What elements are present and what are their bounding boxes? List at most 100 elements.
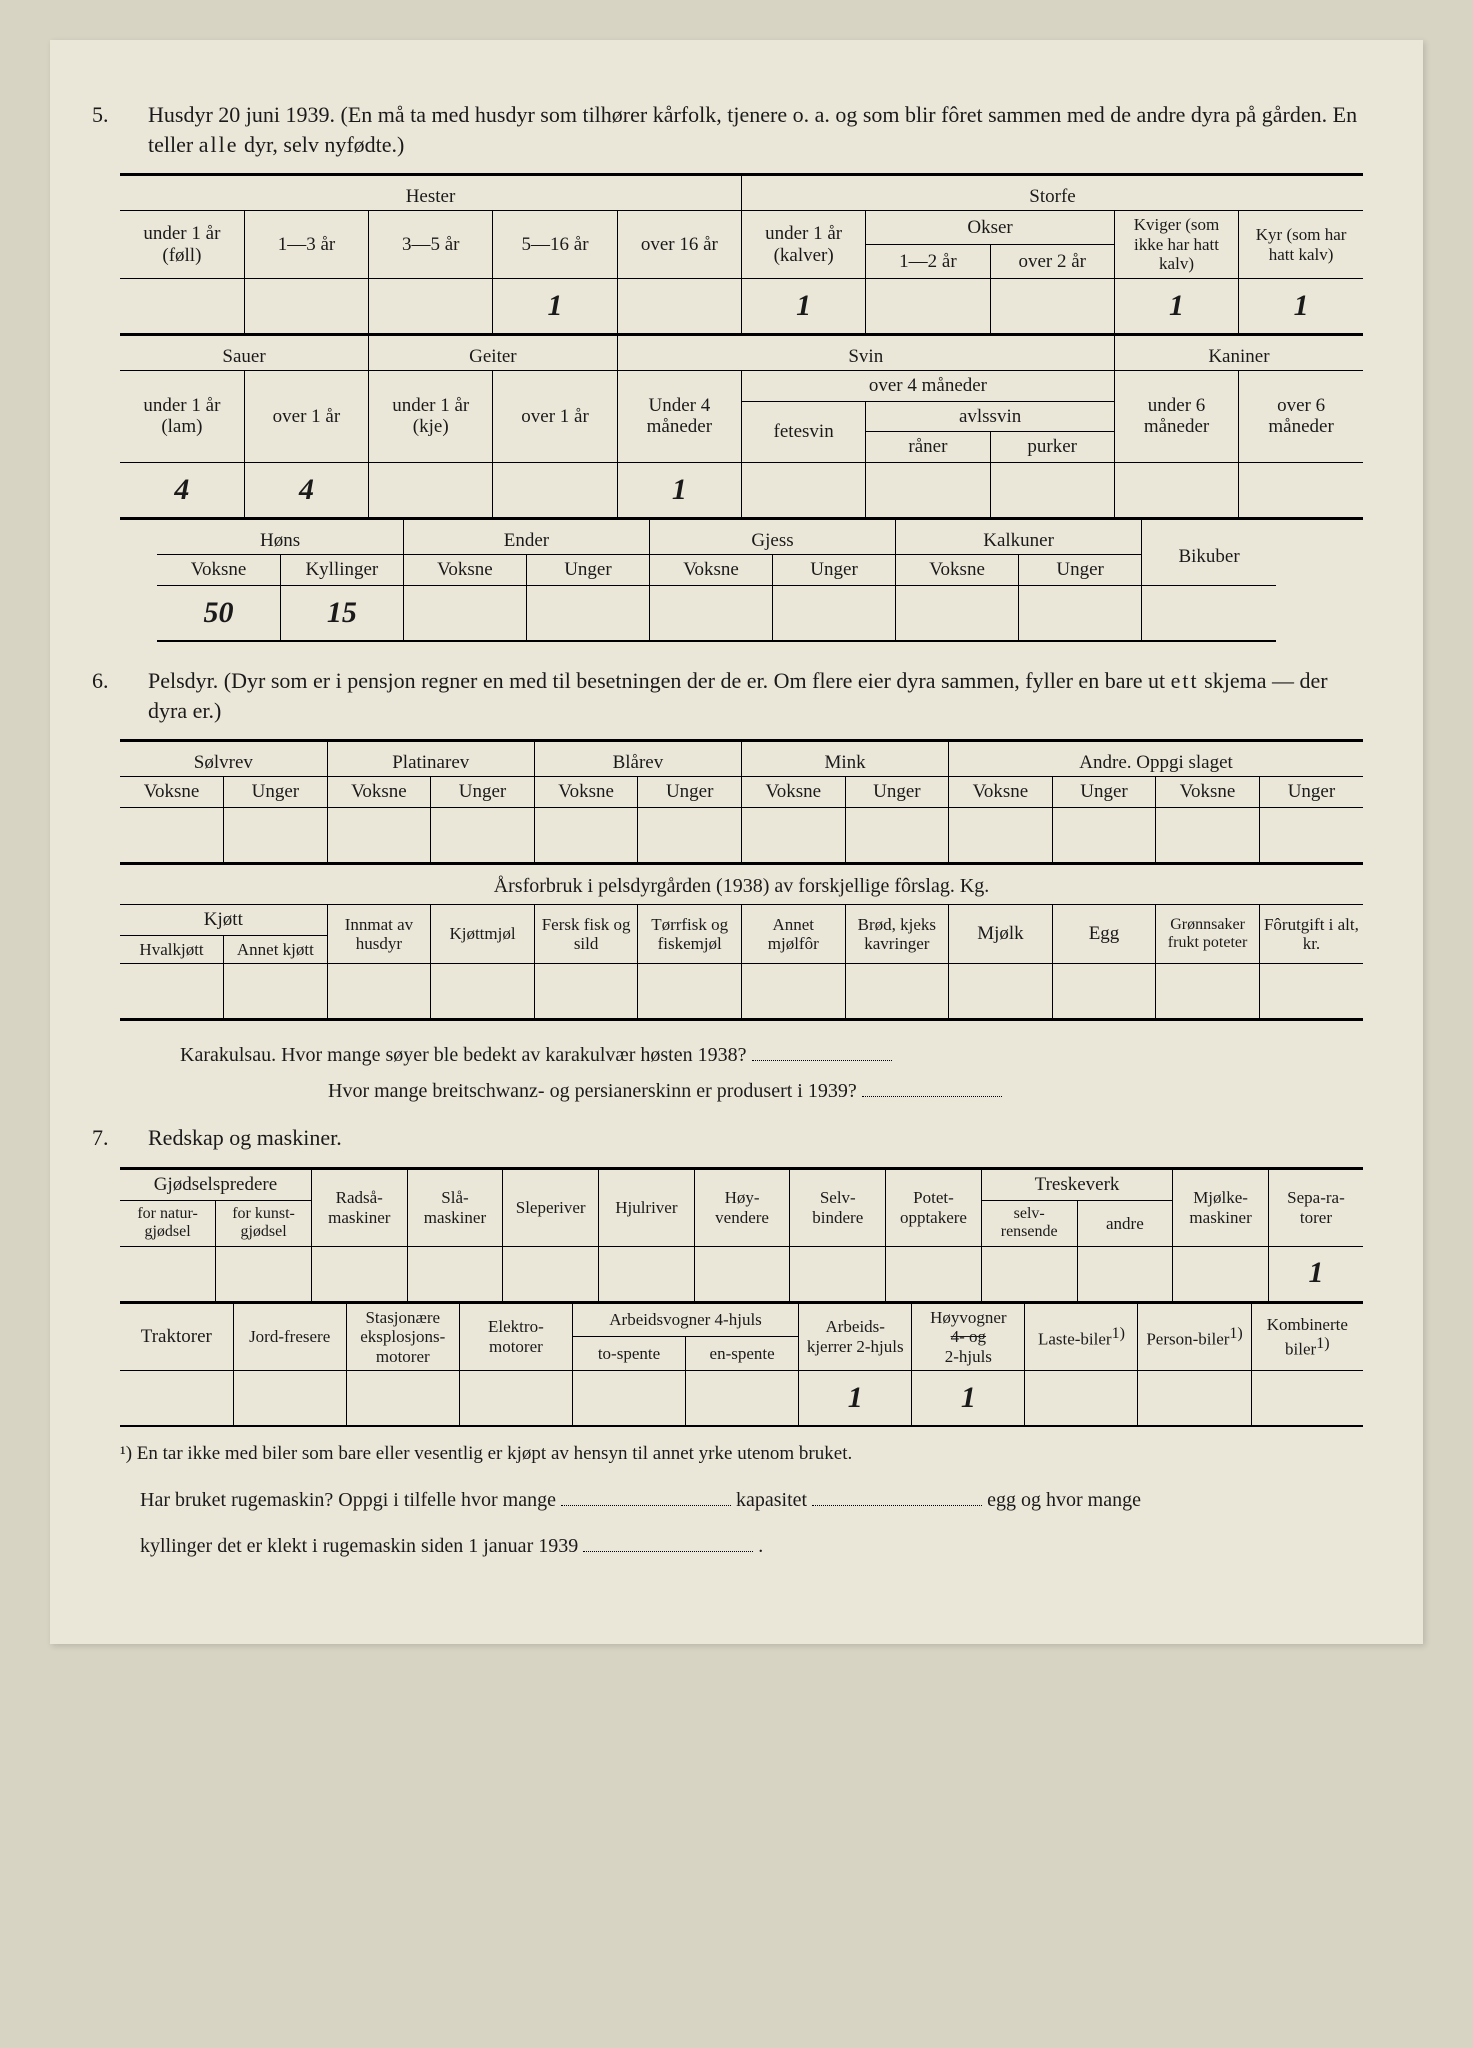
val-kyr[interactable]: 1 — [1239, 278, 1363, 334]
hdr-gjess-unger: Unger — [773, 555, 896, 586]
val-over16[interactable] — [617, 278, 741, 334]
val-over1b[interactable] — [493, 463, 617, 519]
val-person[interactable] — [1138, 1371, 1251, 1427]
footq-blank3[interactable] — [583, 1533, 753, 1552]
val-natur[interactable] — [120, 1246, 216, 1302]
val-5-16[interactable]: 1 — [493, 278, 617, 334]
val-tresk-sr[interactable] — [981, 1246, 1077, 1302]
val-brod[interactable] — [845, 964, 949, 1020]
val-kjmjol[interactable] — [431, 964, 535, 1020]
hdr-innmat: Innmat av husdyr — [327, 904, 431, 963]
val-mu[interactable] — [845, 807, 949, 863]
val-a2u[interactable] — [1259, 807, 1363, 863]
hdr-under4: Under 4 måneder — [617, 370, 741, 463]
val-ender-u[interactable] — [526, 585, 649, 641]
val-okser2[interactable] — [990, 278, 1114, 334]
footq-blank2[interactable] — [812, 1487, 982, 1506]
hdr-pu: Unger — [431, 777, 535, 808]
karakul-blank1[interactable] — [752, 1042, 892, 1061]
val-fetesvin[interactable] — [741, 463, 865, 519]
val-kyll[interactable]: 15 — [280, 585, 403, 641]
hdr-mjolke: Mjølke-maskiner — [1173, 1169, 1269, 1247]
val-to[interactable] — [572, 1371, 685, 1427]
val-annetk[interactable] — [224, 964, 328, 1020]
val-over6[interactable] — [1239, 463, 1363, 519]
val-3-5[interactable] — [369, 278, 493, 334]
val-potet[interactable] — [886, 1246, 982, 1302]
val-hoyv[interactable]: 1 — [912, 1371, 1025, 1427]
karakul-blank2[interactable] — [862, 1078, 1002, 1097]
val-kjerrer[interactable]: 1 — [799, 1371, 912, 1427]
val-lam[interactable]: 4 — [120, 463, 244, 519]
hdr-kjott: Kjøtt — [120, 904, 327, 935]
footq-blank1[interactable] — [561, 1487, 731, 1506]
q5-num: 5. — [120, 100, 148, 130]
val-kunst[interactable] — [216, 1246, 312, 1302]
hdr-treskeverk: Treskeverk — [981, 1169, 1172, 1201]
val-gronn[interactable] — [1156, 964, 1260, 1020]
val-a2v[interactable] — [1156, 807, 1260, 863]
val-foll[interactable] — [120, 278, 244, 334]
val-under4[interactable]: 1 — [617, 463, 741, 519]
val-mv[interactable] — [741, 807, 845, 863]
val-kalk-u[interactable] — [1019, 585, 1142, 641]
val-pu[interactable] — [431, 807, 535, 863]
val-bu[interactable] — [638, 807, 742, 863]
val-under6[interactable] — [1114, 463, 1238, 519]
hdr-hester: Hester — [120, 175, 741, 211]
val-su[interactable] — [224, 807, 328, 863]
val-purker[interactable] — [990, 463, 1114, 519]
val-raner[interactable] — [866, 463, 990, 519]
val-kalver[interactable]: 1 — [741, 278, 865, 334]
hdr-kyr: Kyr (som har hatt kalv) — [1239, 211, 1363, 279]
val-mjolke[interactable] — [1173, 1246, 1269, 1302]
val-laste[interactable] — [1025, 1371, 1138, 1427]
val-gjess-v[interactable] — [649, 585, 772, 641]
val-fersk[interactable] — [534, 964, 638, 1020]
val-hval[interactable] — [120, 964, 224, 1020]
val-forut[interactable] — [1259, 964, 1363, 1020]
val-over1a[interactable]: 4 — [244, 463, 368, 519]
val-anmjol[interactable] — [741, 964, 845, 1020]
hdr-sleperiver: Sleperiver — [503, 1169, 599, 1247]
hdr-kaniner: Kaniner — [1114, 336, 1363, 370]
val-sleper[interactable] — [503, 1246, 599, 1302]
karakul-block: Karakulsau. Hvor mange søyer ble bedekt … — [180, 1037, 1363, 1109]
val-stasj[interactable] — [346, 1371, 459, 1427]
val-sv[interactable] — [120, 807, 224, 863]
val-kje[interactable] — [369, 463, 493, 519]
val-hoyv[interactable] — [694, 1246, 790, 1302]
val-kombi[interactable] — [1251, 1371, 1363, 1427]
hdr-fetesvin: fetesvin — [741, 401, 865, 463]
val-pv[interactable] — [327, 807, 431, 863]
val-bikuber[interactable] — [1142, 585, 1276, 641]
val-kviger[interactable]: 1 — [1114, 278, 1238, 334]
val-okser12[interactable] — [866, 278, 990, 334]
val-jord[interactable] — [233, 1371, 346, 1427]
hdr-a2v: Voksne — [1156, 777, 1260, 808]
val-ender-v[interactable] — [403, 585, 526, 641]
val-innmat[interactable] — [327, 964, 431, 1020]
val-hjul[interactable] — [599, 1246, 695, 1302]
val-trakt[interactable] — [120, 1371, 233, 1427]
val-en[interactable] — [686, 1371, 799, 1427]
hdr-sv: Voksne — [120, 777, 224, 808]
val-torr[interactable] — [638, 964, 742, 1020]
val-kalk-v[interactable] — [896, 585, 1019, 641]
val-sep[interactable]: 1 — [1268, 1246, 1363, 1302]
val-1-3[interactable] — [244, 278, 368, 334]
val-hons-voksne[interactable]: 50 — [157, 585, 280, 641]
val-mjolk[interactable] — [949, 964, 1053, 1020]
val-elektro[interactable] — [459, 1371, 572, 1427]
val-radsa[interactable] — [311, 1246, 407, 1302]
val-sla[interactable] — [407, 1246, 503, 1302]
val-gjess-u[interactable] — [773, 585, 896, 641]
val-tresk-a[interactable] — [1077, 1246, 1173, 1302]
val-a1v[interactable] — [949, 807, 1053, 863]
val-egg[interactable] — [1052, 964, 1156, 1020]
val-bv[interactable] — [534, 807, 638, 863]
val-a1u[interactable] — [1052, 807, 1156, 863]
val-selvb[interactable] — [790, 1246, 886, 1302]
hdr-kunst: for kunst-gjødsel — [216, 1200, 312, 1246]
hdr-under1-kalver: under 1 år (kalver) — [741, 211, 865, 279]
